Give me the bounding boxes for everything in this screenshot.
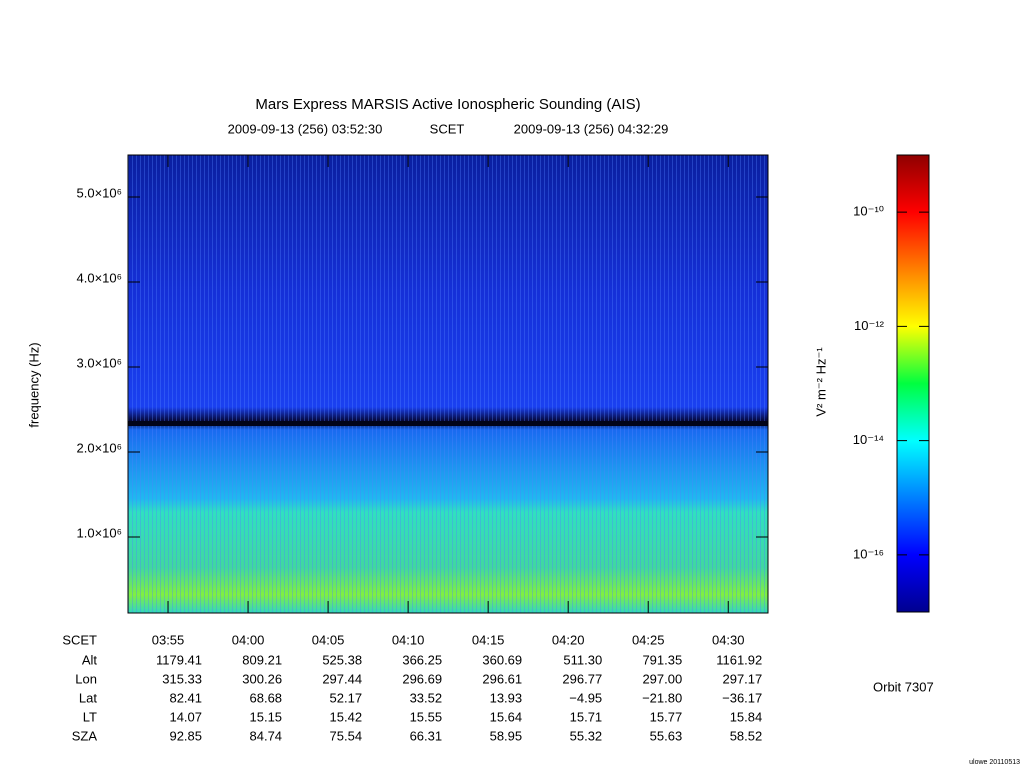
ephemeris-value: −36.17	[722, 690, 762, 705]
y-tick-label: 3.0×10⁶	[77, 355, 122, 370]
ephemeris-value: 15.71	[570, 709, 603, 724]
chart-title: Mars Express MARSIS Active Ionospheric S…	[255, 96, 640, 113]
colorbar-tick-label: 10⁻¹⁰	[853, 204, 884, 219]
credit: ulowe 20110513	[969, 759, 1020, 766]
colorbar-tick-label: 10⁻¹⁶	[853, 546, 884, 561]
ephemeris-value: 68.68	[250, 690, 283, 705]
ephemeris-value: 15.15	[250, 709, 283, 724]
x-tick-label: 04:10	[392, 632, 425, 647]
colorbar-tick-label: 10⁻¹²	[854, 318, 885, 333]
ephemeris-value: 92.85	[169, 728, 202, 743]
ephemeris-value: 58.52	[730, 728, 763, 743]
ephemeris-label: SCET	[62, 632, 97, 647]
x-tick-label: 04:20	[552, 632, 585, 647]
y-tick-label: 5.0×10⁶	[77, 185, 122, 200]
ephemeris-value: 809.21	[242, 652, 282, 667]
ephemeris-value: 297.44	[322, 671, 362, 686]
x-tick-label: 04:30	[712, 632, 745, 647]
x-tick-label: 03:55	[152, 632, 185, 647]
ephemeris-value: 52.17	[330, 690, 363, 705]
ephemeris-value: 15.42	[330, 709, 363, 724]
ephemeris-label: Lat	[79, 690, 97, 705]
colorbar-tick-label: 10⁻¹⁴	[853, 432, 884, 447]
ephemeris-label: Alt	[82, 652, 98, 667]
ephemeris-value: 82.41	[169, 690, 202, 705]
ephemeris-value: 15.55	[410, 709, 443, 724]
ephemeris-value: 75.54	[330, 728, 363, 743]
start-time: 2009-09-13 (256) 03:52:30	[228, 121, 383, 136]
ephemeris-value: −4.95	[569, 690, 602, 705]
x-tick-label: 04:05	[312, 632, 345, 647]
ephemeris-value: 15.77	[650, 709, 683, 724]
y-tick-label: 1.0×10⁶	[77, 525, 122, 540]
ephemeris-label: LT	[83, 709, 97, 724]
ephemeris-value: 296.69	[402, 671, 442, 686]
ephemeris-value: 1179.41	[156, 652, 202, 667]
ephemeris-label: SZA	[72, 728, 98, 743]
y-tick-label: 2.0×10⁶	[77, 440, 122, 455]
x-tick-label: 04:25	[632, 632, 665, 647]
spectrogram-band	[128, 421, 768, 426]
x-tick-label: 04:00	[232, 632, 265, 647]
time-label: SCET	[430, 121, 465, 136]
end-time: 2009-09-13 (256) 04:32:29	[514, 121, 669, 136]
x-tick-label: 04:15	[472, 632, 505, 647]
y-tick-label: 4.0×10⁶	[77, 270, 122, 285]
ephemeris-value: 55.63	[650, 728, 683, 743]
ephemeris-value: 360.69	[482, 652, 522, 667]
ephemeris-value: 296.77	[562, 671, 602, 686]
ephemeris-value: 1161.92	[716, 652, 762, 667]
colorbar	[896, 154, 930, 613]
spectrogram-texture	[128, 155, 768, 613]
ephemeris-value: 33.52	[410, 690, 443, 705]
ephemeris-value: 511.30	[563, 652, 602, 667]
orbit: Orbit 7307	[873, 679, 934, 694]
colorbar-label: V² m⁻² Hz⁻¹	[813, 347, 828, 417]
ephemeris-value: 315.33	[162, 671, 202, 686]
ephemeris-value: 15.84	[730, 709, 763, 724]
ephemeris-value: −21.80	[642, 690, 682, 705]
ephemeris-value: 525.38	[322, 652, 362, 667]
ephemeris-value: 15.64	[490, 709, 523, 724]
ephemeris-value: 13.93	[490, 690, 523, 705]
ephemeris-value: 366.25	[402, 652, 442, 667]
ephemeris-value: 66.31	[410, 728, 443, 743]
ephemeris-label: Lon	[75, 671, 97, 686]
ephemeris-value: 300.26	[242, 671, 282, 686]
ephemeris-value: 55.32	[570, 728, 603, 743]
ephemeris-value: 791.35	[642, 652, 682, 667]
ephemeris-value: 14.07	[169, 709, 202, 724]
ephemeris-value: 58.95	[490, 728, 523, 743]
ephemeris-value: 297.00	[642, 671, 682, 686]
ephemeris-value: 296.61	[482, 671, 522, 686]
ephemeris-value: 84.74	[250, 728, 283, 743]
y-axis-label: frequency (Hz)	[26, 342, 41, 427]
ephemeris-value: 297.17	[722, 671, 762, 686]
plot-frame	[127, 154, 769, 614]
